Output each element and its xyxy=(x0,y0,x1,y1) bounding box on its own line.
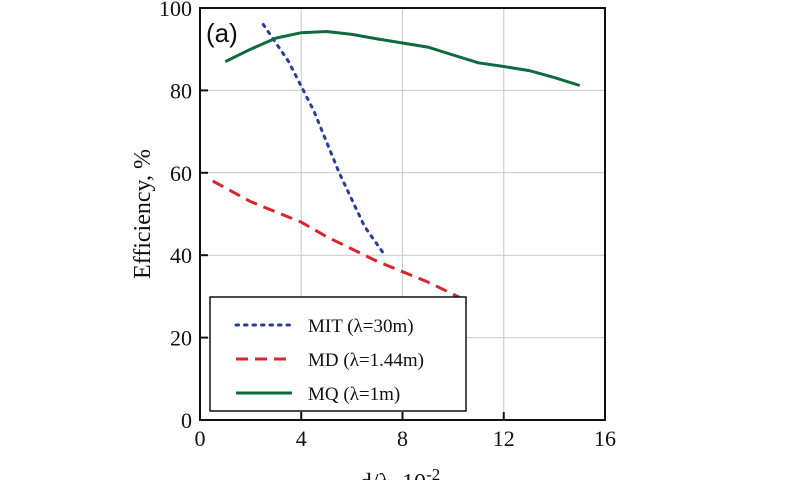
series-line-mq xyxy=(224,30,581,87)
y-tick-label: 0 xyxy=(181,408,192,433)
legend-entry: MIT (λ=30m) xyxy=(308,316,414,337)
x-tick-label: 4 xyxy=(296,426,307,451)
y-tick-label: 60 xyxy=(170,161,192,186)
y-tick-label: 80 xyxy=(170,78,192,103)
x-axis-title-base: d/λ, 10 xyxy=(360,470,426,480)
x-tick-label: 0 xyxy=(195,426,206,451)
legend-entry: MD (λ=1.44m) xyxy=(308,350,424,371)
x-axis-title-exponent: -2 xyxy=(426,465,440,480)
y-tick-label: 100 xyxy=(159,0,192,21)
x-axis-title: d/λ, 10-2 xyxy=(360,465,440,480)
axis-ticks: 0 4 8 12 16 0 20 40 60 80 100 xyxy=(159,0,616,451)
series-line-md xyxy=(211,179,467,302)
x-tick-label: 16 xyxy=(594,426,616,451)
series-layer xyxy=(211,23,581,302)
x-tick-label: 12 xyxy=(493,426,515,451)
panel-label: (a) xyxy=(206,18,238,48)
x-tick-label: 8 xyxy=(397,426,408,451)
y-axis-title: Efficiency, % xyxy=(130,149,156,279)
legend-entry: MQ (λ=1m) xyxy=(308,384,400,405)
legend: MIT (λ=30m) MD (λ=1.44m) MQ (λ=1m) xyxy=(209,296,467,412)
series-line-mit xyxy=(261,23,387,257)
y-tick-label: 40 xyxy=(170,243,192,268)
y-tick-label: 20 xyxy=(170,326,192,351)
